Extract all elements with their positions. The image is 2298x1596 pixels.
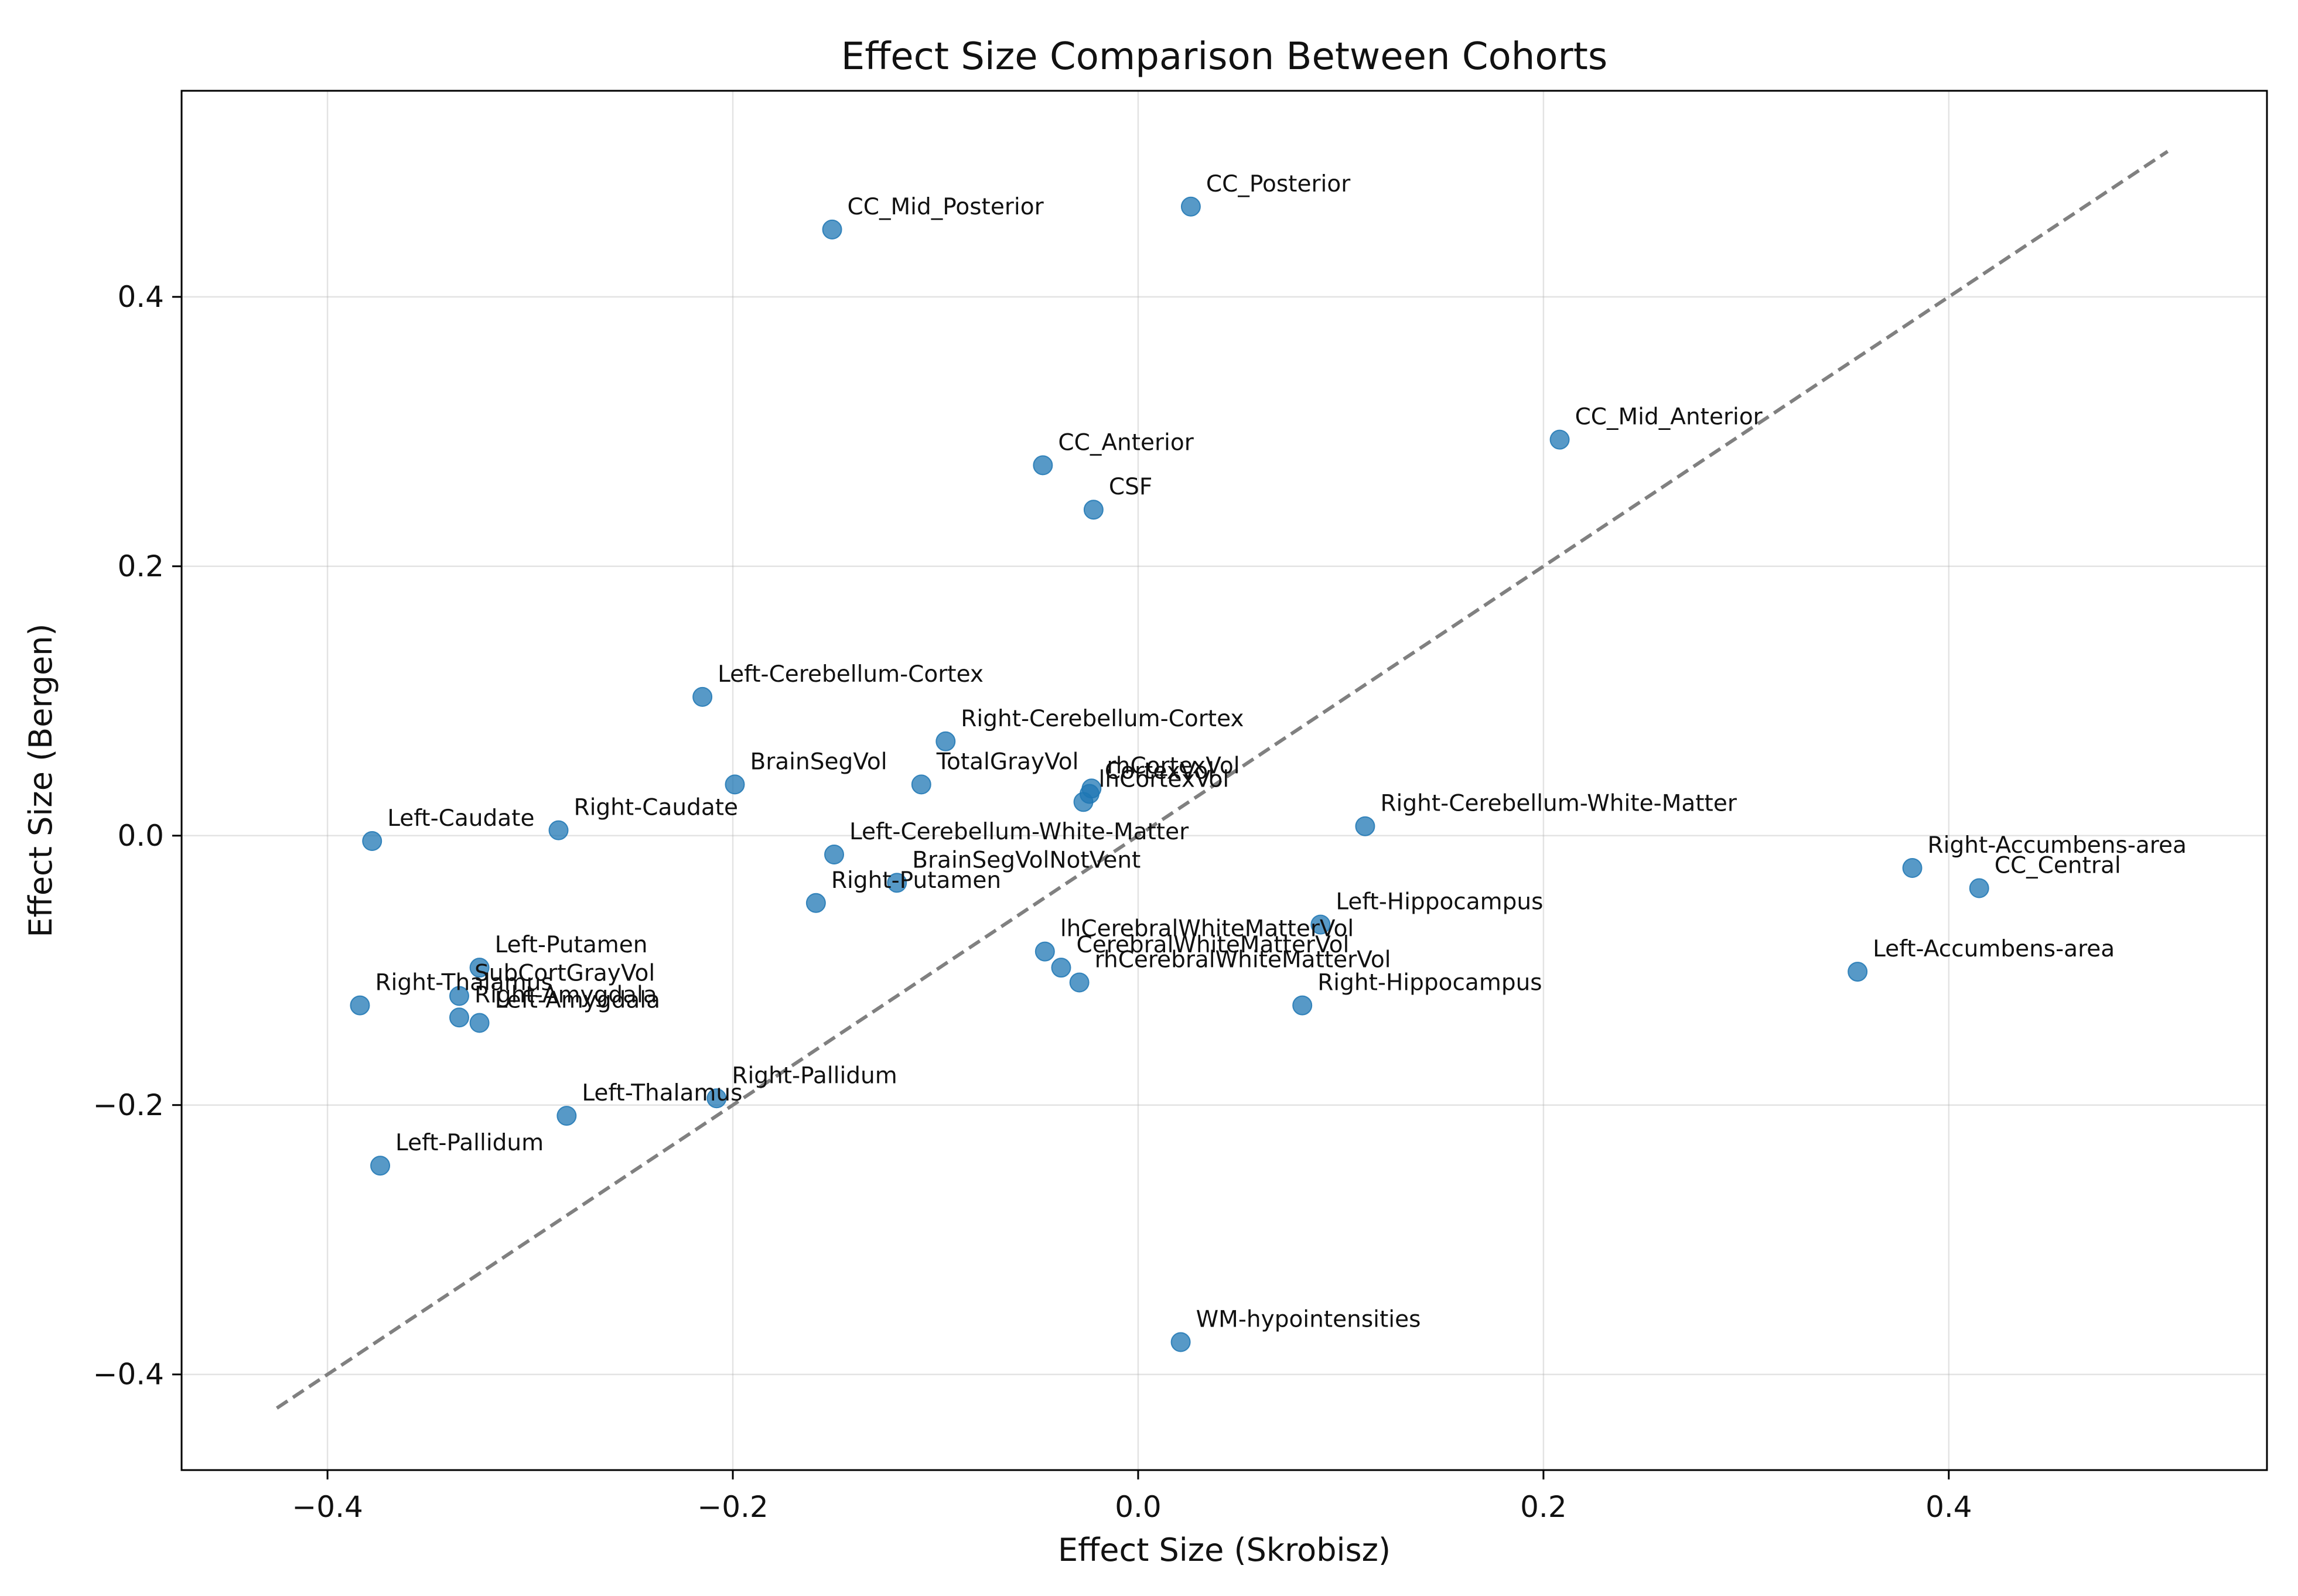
data-point: [1355, 816, 1375, 836]
data-point: [911, 774, 931, 795]
identity-reference-line: [275, 149, 2169, 1410]
x-axis-ticks: −0.4 −0.2 0.0 0.2 0.4: [292, 1470, 1972, 1524]
data-point-label: CC_Posterior: [1206, 171, 1351, 197]
data-point: [1170, 1332, 1191, 1352]
data-point: [362, 831, 383, 851]
data-point: [1180, 196, 1201, 217]
data-point: [1033, 455, 1053, 476]
data-point-label: Left-Pallidum: [395, 1130, 544, 1156]
data-point: [350, 995, 370, 1016]
y-tick-label: 0.2: [117, 549, 164, 583]
data-point-label: rhCortexVol: [1107, 753, 1240, 779]
data-point-label: CortexVol: [1105, 758, 1214, 784]
x-tick-label: 0.2: [1520, 1490, 1567, 1524]
data-point-label: Right-Caudate: [573, 795, 738, 821]
data-point-label: BrainSegVol: [750, 749, 887, 775]
data-point: [935, 731, 956, 751]
data-point: [1083, 500, 1104, 520]
data-points: [350, 196, 1989, 1352]
data-point-label: Right-Pallidum: [732, 1062, 897, 1089]
data-point: [1902, 857, 1923, 878]
y-tick-label: 0.0: [117, 819, 164, 853]
x-tick-label: −0.2: [697, 1490, 768, 1524]
data-point-label: Right-Accumbens-area: [1928, 832, 2187, 859]
data-point: [548, 820, 569, 840]
data-point: [822, 219, 842, 240]
data-point: [725, 774, 745, 795]
data-point: [1549, 429, 1570, 450]
plot-frame: [180, 90, 2268, 1471]
data-point-label: lhCortexVol: [1099, 766, 1230, 792]
data-point-label: WM-hypointensities: [1196, 1307, 1421, 1333]
data-point-label: CerebralWhiteMatterVol: [1076, 932, 1349, 958]
x-tick-label: 0.0: [1115, 1490, 1162, 1524]
y-tick-label: −0.4: [93, 1358, 164, 1392]
data-point-label: rhCerebralWhiteMatterVol: [1095, 946, 1391, 973]
x-axis-label: Effect Size (Skrobisz): [1058, 1532, 1391, 1568]
data-point: [1051, 958, 1071, 978]
data-point: [1073, 792, 1094, 812]
data-point-label: CSF: [1109, 474, 1152, 500]
data-point-label: Left-Thalamus: [582, 1080, 742, 1106]
data-point-label: Left-Amygdala: [495, 987, 660, 1013]
data-point: [469, 958, 490, 978]
grid: [182, 91, 2267, 1470]
data-point-label: CC_Anterior: [1058, 429, 1194, 456]
data-point: [449, 1007, 469, 1028]
y-axis-label: Effect Size (Bergen): [22, 624, 59, 938]
data-point: [1310, 914, 1331, 935]
data-point: [824, 844, 845, 864]
data-point-label: CC_Central: [1995, 852, 2121, 879]
data-point-label: Right-Cerebellum-Cortex: [961, 706, 1244, 732]
data-point: [469, 1013, 490, 1033]
data-point: [1292, 995, 1313, 1016]
y-tick-label: −0.2: [93, 1088, 164, 1122]
data-point: [556, 1106, 577, 1126]
data-point-label: Left-Hippocampus: [1336, 889, 1543, 915]
data-point-label: CC_Mid_Anterior: [1575, 404, 1763, 430]
data-point-label: Left-Cerebellum-Cortex: [718, 661, 984, 688]
data-point-label: lhCerebralWhiteMatterVol: [1060, 916, 1354, 942]
data-labels: CC_Mid_Posterior CC_Posterior CC_Mid_Anter…: [375, 171, 2186, 1333]
y-tick-label: 0.4: [117, 280, 164, 314]
data-point-label: Right-Thalamus: [375, 970, 552, 996]
data-point-label: TotalGrayVol: [936, 749, 1079, 775]
data-point: [370, 1156, 391, 1176]
data-point: [692, 686, 713, 707]
data-point: [1848, 962, 1868, 982]
data-point-label: Right-Cerebellum-White-Matter: [1380, 791, 1737, 817]
data-point-label: Left-Cerebellum-White-Matter: [849, 819, 1189, 845]
data-point-label: Right-Hippocampus: [1317, 970, 1542, 996]
chart-title: Effect Size Comparison Between Cohorts: [841, 35, 1607, 78]
data-point-label: Left-Accumbens-area: [1873, 936, 2115, 962]
y-axis-ticks: −0.4 −0.2 0.0 0.2 0.4: [93, 280, 182, 1392]
data-point: [449, 986, 469, 1006]
data-point-label: SubCortGrayVol: [474, 960, 655, 986]
data-point: [706, 1088, 727, 1109]
data-point-label: Right-Putamen: [831, 867, 1001, 894]
data-point-label: Left-Caudate: [387, 805, 534, 832]
data-point: [1034, 941, 1055, 962]
data-point-label: Right-Amygdala: [474, 982, 657, 1008]
data-point-label: CC_Mid_Posterior: [848, 194, 1044, 220]
data-point: [1069, 972, 1090, 993]
data-point-label: BrainSegVolNotVent: [912, 847, 1141, 873]
x-tick-label: 0.4: [1925, 1490, 1972, 1524]
data-point-label: Left-Putamen: [495, 932, 648, 958]
data-point: [1969, 878, 1989, 898]
data-point: [805, 893, 826, 913]
data-point: [887, 873, 907, 893]
x-tick-label: −0.4: [292, 1490, 363, 1524]
